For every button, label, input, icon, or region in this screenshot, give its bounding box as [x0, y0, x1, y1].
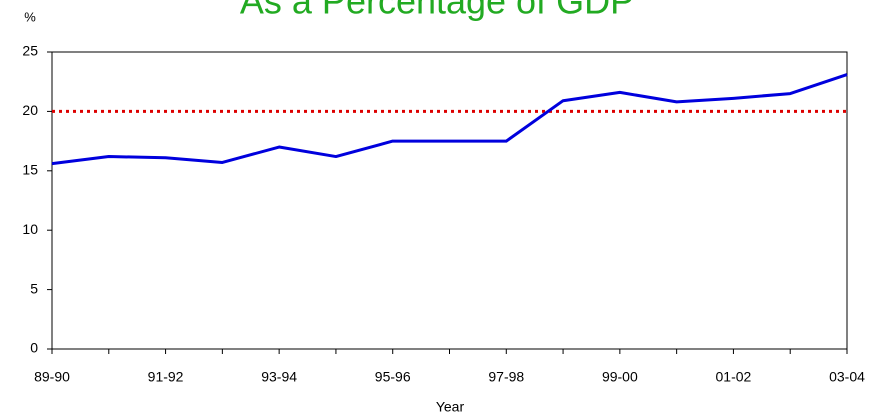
y-tick-label: 20: [22, 102, 38, 118]
y-tick-label: 10: [22, 221, 38, 237]
x-tick-label: 91-92: [148, 369, 184, 385]
x-tick-label: 95-96: [375, 369, 411, 385]
x-tick-label: 03-04: [829, 369, 865, 385]
y-tick-label: 25: [22, 43, 38, 59]
x-tick-label: 93-94: [261, 369, 297, 385]
y-tick-label: 5: [30, 280, 38, 296]
x-tick-label: 89-90: [34, 369, 70, 385]
x-tick-label: 97-98: [488, 369, 524, 385]
y-tick-label: 15: [22, 162, 38, 178]
plot-frame: [51, 51, 848, 350]
chart-title: As a Percentage of GDP: [240, 0, 634, 22]
x-tick-label: 01-02: [716, 369, 752, 385]
y-tick-label: 0: [30, 340, 38, 356]
y-unit-label: %: [24, 9, 36, 24]
x-axis-label: Year: [436, 399, 465, 415]
data-line: [51, 73, 848, 166]
x-tick-label: 99-00: [602, 369, 638, 385]
